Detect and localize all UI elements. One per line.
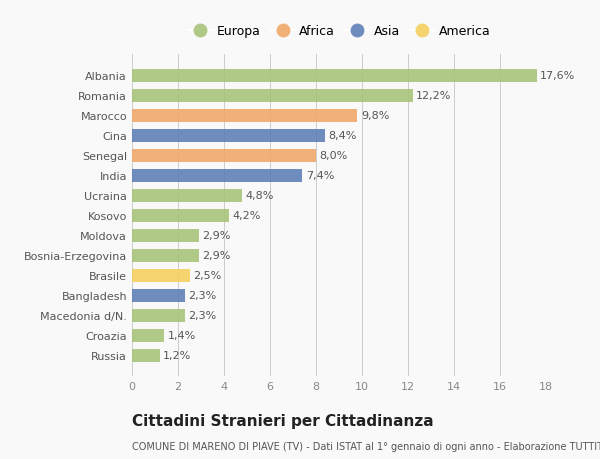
Text: 17,6%: 17,6% bbox=[540, 71, 575, 81]
Bar bbox=[132, 150, 316, 162]
Text: 1,4%: 1,4% bbox=[167, 330, 196, 340]
Text: Cittadini Stranieri per Cittadinanza: Cittadini Stranieri per Cittadinanza bbox=[132, 413, 434, 428]
Bar bbox=[132, 169, 302, 182]
Text: 2,5%: 2,5% bbox=[193, 270, 221, 280]
Text: COMUNE DI MARENO DI PIAVE (TV) - Dati ISTAT al 1° gennaio di ogni anno - Elabora: COMUNE DI MARENO DI PIAVE (TV) - Dati IS… bbox=[132, 441, 600, 451]
Legend: Europa, Africa, Asia, America: Europa, Africa, Asia, America bbox=[185, 23, 493, 41]
Bar bbox=[132, 309, 185, 322]
Text: 2,9%: 2,9% bbox=[202, 231, 230, 241]
Text: 12,2%: 12,2% bbox=[416, 91, 451, 101]
Text: 2,9%: 2,9% bbox=[202, 251, 230, 261]
Bar bbox=[132, 329, 164, 342]
Bar bbox=[132, 249, 199, 262]
Bar bbox=[132, 209, 229, 222]
Bar bbox=[132, 269, 190, 282]
Text: 1,2%: 1,2% bbox=[163, 350, 191, 360]
Text: 8,0%: 8,0% bbox=[319, 151, 348, 161]
Bar bbox=[132, 90, 413, 102]
Bar bbox=[132, 129, 325, 142]
Text: 9,8%: 9,8% bbox=[361, 111, 389, 121]
Text: 2,3%: 2,3% bbox=[188, 291, 217, 301]
Bar bbox=[132, 110, 358, 123]
Bar bbox=[132, 289, 185, 302]
Bar bbox=[132, 70, 537, 83]
Bar bbox=[132, 189, 242, 202]
Text: 8,4%: 8,4% bbox=[329, 131, 357, 141]
Text: 4,8%: 4,8% bbox=[246, 191, 274, 201]
Text: 7,4%: 7,4% bbox=[305, 171, 334, 181]
Bar bbox=[132, 349, 160, 362]
Text: 2,3%: 2,3% bbox=[188, 310, 217, 320]
Bar bbox=[132, 229, 199, 242]
Text: 4,2%: 4,2% bbox=[232, 211, 260, 221]
